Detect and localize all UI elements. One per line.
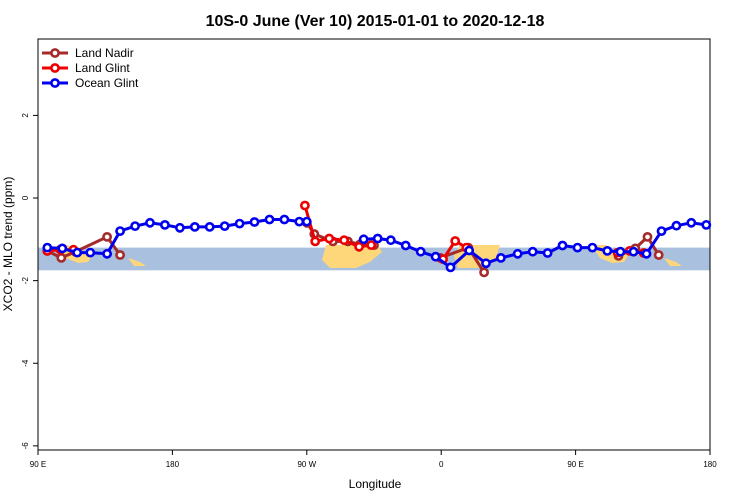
data-point: [324, 233, 335, 244]
data-point: [219, 221, 230, 231]
data-point: [115, 226, 125, 236]
x-tick-label: 180: [703, 460, 717, 469]
data-point: [385, 235, 396, 246]
legend-swatch-marker: [50, 63, 60, 73]
data-point: [72, 247, 83, 258]
plot-frame: [37, 38, 711, 451]
data-point: [512, 248, 523, 259]
data-point: [299, 200, 310, 211]
data-point: [701, 219, 712, 230]
data-point: [102, 231, 112, 242]
data-point: [279, 214, 290, 225]
data-point: [354, 241, 364, 252]
legend-item: Land Glint: [42, 61, 130, 75]
data-point: [366, 240, 377, 250]
x-tick-label: 90 W: [297, 460, 316, 469]
x-axis-label: Longitude: [349, 477, 402, 491]
data-point: [310, 236, 321, 247]
data-point: [339, 235, 349, 246]
data-point: [415, 246, 426, 257]
data-point: [56, 252, 67, 263]
series-layer: [42, 200, 712, 278]
data-point: [572, 242, 583, 253]
data-point: [587, 242, 598, 253]
data-point: [557, 240, 568, 251]
x-axis: 90 E 180 90 W 0 90 E 180: [30, 450, 717, 469]
data-point: [495, 252, 506, 263]
land-south-america: [322, 245, 382, 268]
data-point: [264, 214, 275, 225]
data-point: [641, 248, 652, 259]
legend-swatch-marker: [50, 78, 60, 88]
data-point: [234, 218, 245, 229]
y-tick-label: 2: [21, 113, 30, 118]
data-point: [450, 236, 461, 246]
y-axis-label: XCO2 - MLO trend (ppm): [1, 177, 15, 312]
x-tick-label: 90 E: [567, 460, 583, 469]
data-point: [686, 217, 697, 228]
y-tick-label: -4: [21, 359, 30, 367]
data-point: [615, 246, 626, 257]
data-point: [42, 242, 53, 253]
land-islands: [128, 258, 146, 266]
data-point: [174, 222, 185, 233]
data-point: [464, 245, 475, 256]
x-tick-label: 90 E: [30, 460, 46, 469]
data-point: [602, 245, 613, 256]
data-point: [445, 262, 456, 273]
y-tick-label: -2: [21, 277, 30, 285]
legend-label: Land Nadir: [75, 46, 134, 60]
data-point: [85, 247, 96, 258]
data-point: [656, 226, 667, 236]
legend-label: Land Glint: [75, 61, 130, 75]
data-point: [159, 219, 170, 230]
legend-swatch-marker: [50, 48, 60, 58]
data-point: [102, 248, 112, 259]
data-point: [130, 221, 140, 231]
y-tick-label: 0: [21, 195, 30, 200]
land-islands-repeat: [664, 258, 682, 266]
legend-label: Ocean Glint: [75, 76, 139, 90]
data-point: [671, 220, 682, 231]
legend-item: Land Nadir: [42, 46, 134, 60]
data-point: [301, 216, 312, 227]
data-point: [189, 221, 200, 232]
data-point: [115, 250, 125, 260]
chart-title: 10S-0 June (Ver 10) 2015-01-01 to 2020-1…: [206, 13, 545, 30]
data-point: [542, 248, 553, 258]
data-point: [204, 221, 215, 232]
data-point: [479, 267, 489, 278]
legend-item: Ocean Glint: [42, 76, 139, 90]
data-point: [628, 246, 639, 257]
data-point: [653, 250, 664, 260]
x-tick-label: 180: [166, 460, 180, 469]
data-point: [294, 216, 305, 227]
y-axis: 2 0 -2 -4 -6: [21, 113, 38, 450]
series-ocean-glint: [42, 214, 712, 273]
data-point: [145, 217, 155, 228]
data-point: [481, 258, 491, 269]
data-point: [430, 251, 441, 262]
data-point: [527, 246, 538, 257]
x-tick-label: 0: [439, 460, 444, 469]
data-point: [249, 217, 260, 227]
data-point: [642, 231, 653, 242]
data-point: [57, 243, 68, 254]
y-tick-label: -6: [21, 442, 30, 450]
data-point: [400, 240, 411, 251]
data-point: [358, 234, 369, 245]
data-point: [372, 233, 383, 244]
